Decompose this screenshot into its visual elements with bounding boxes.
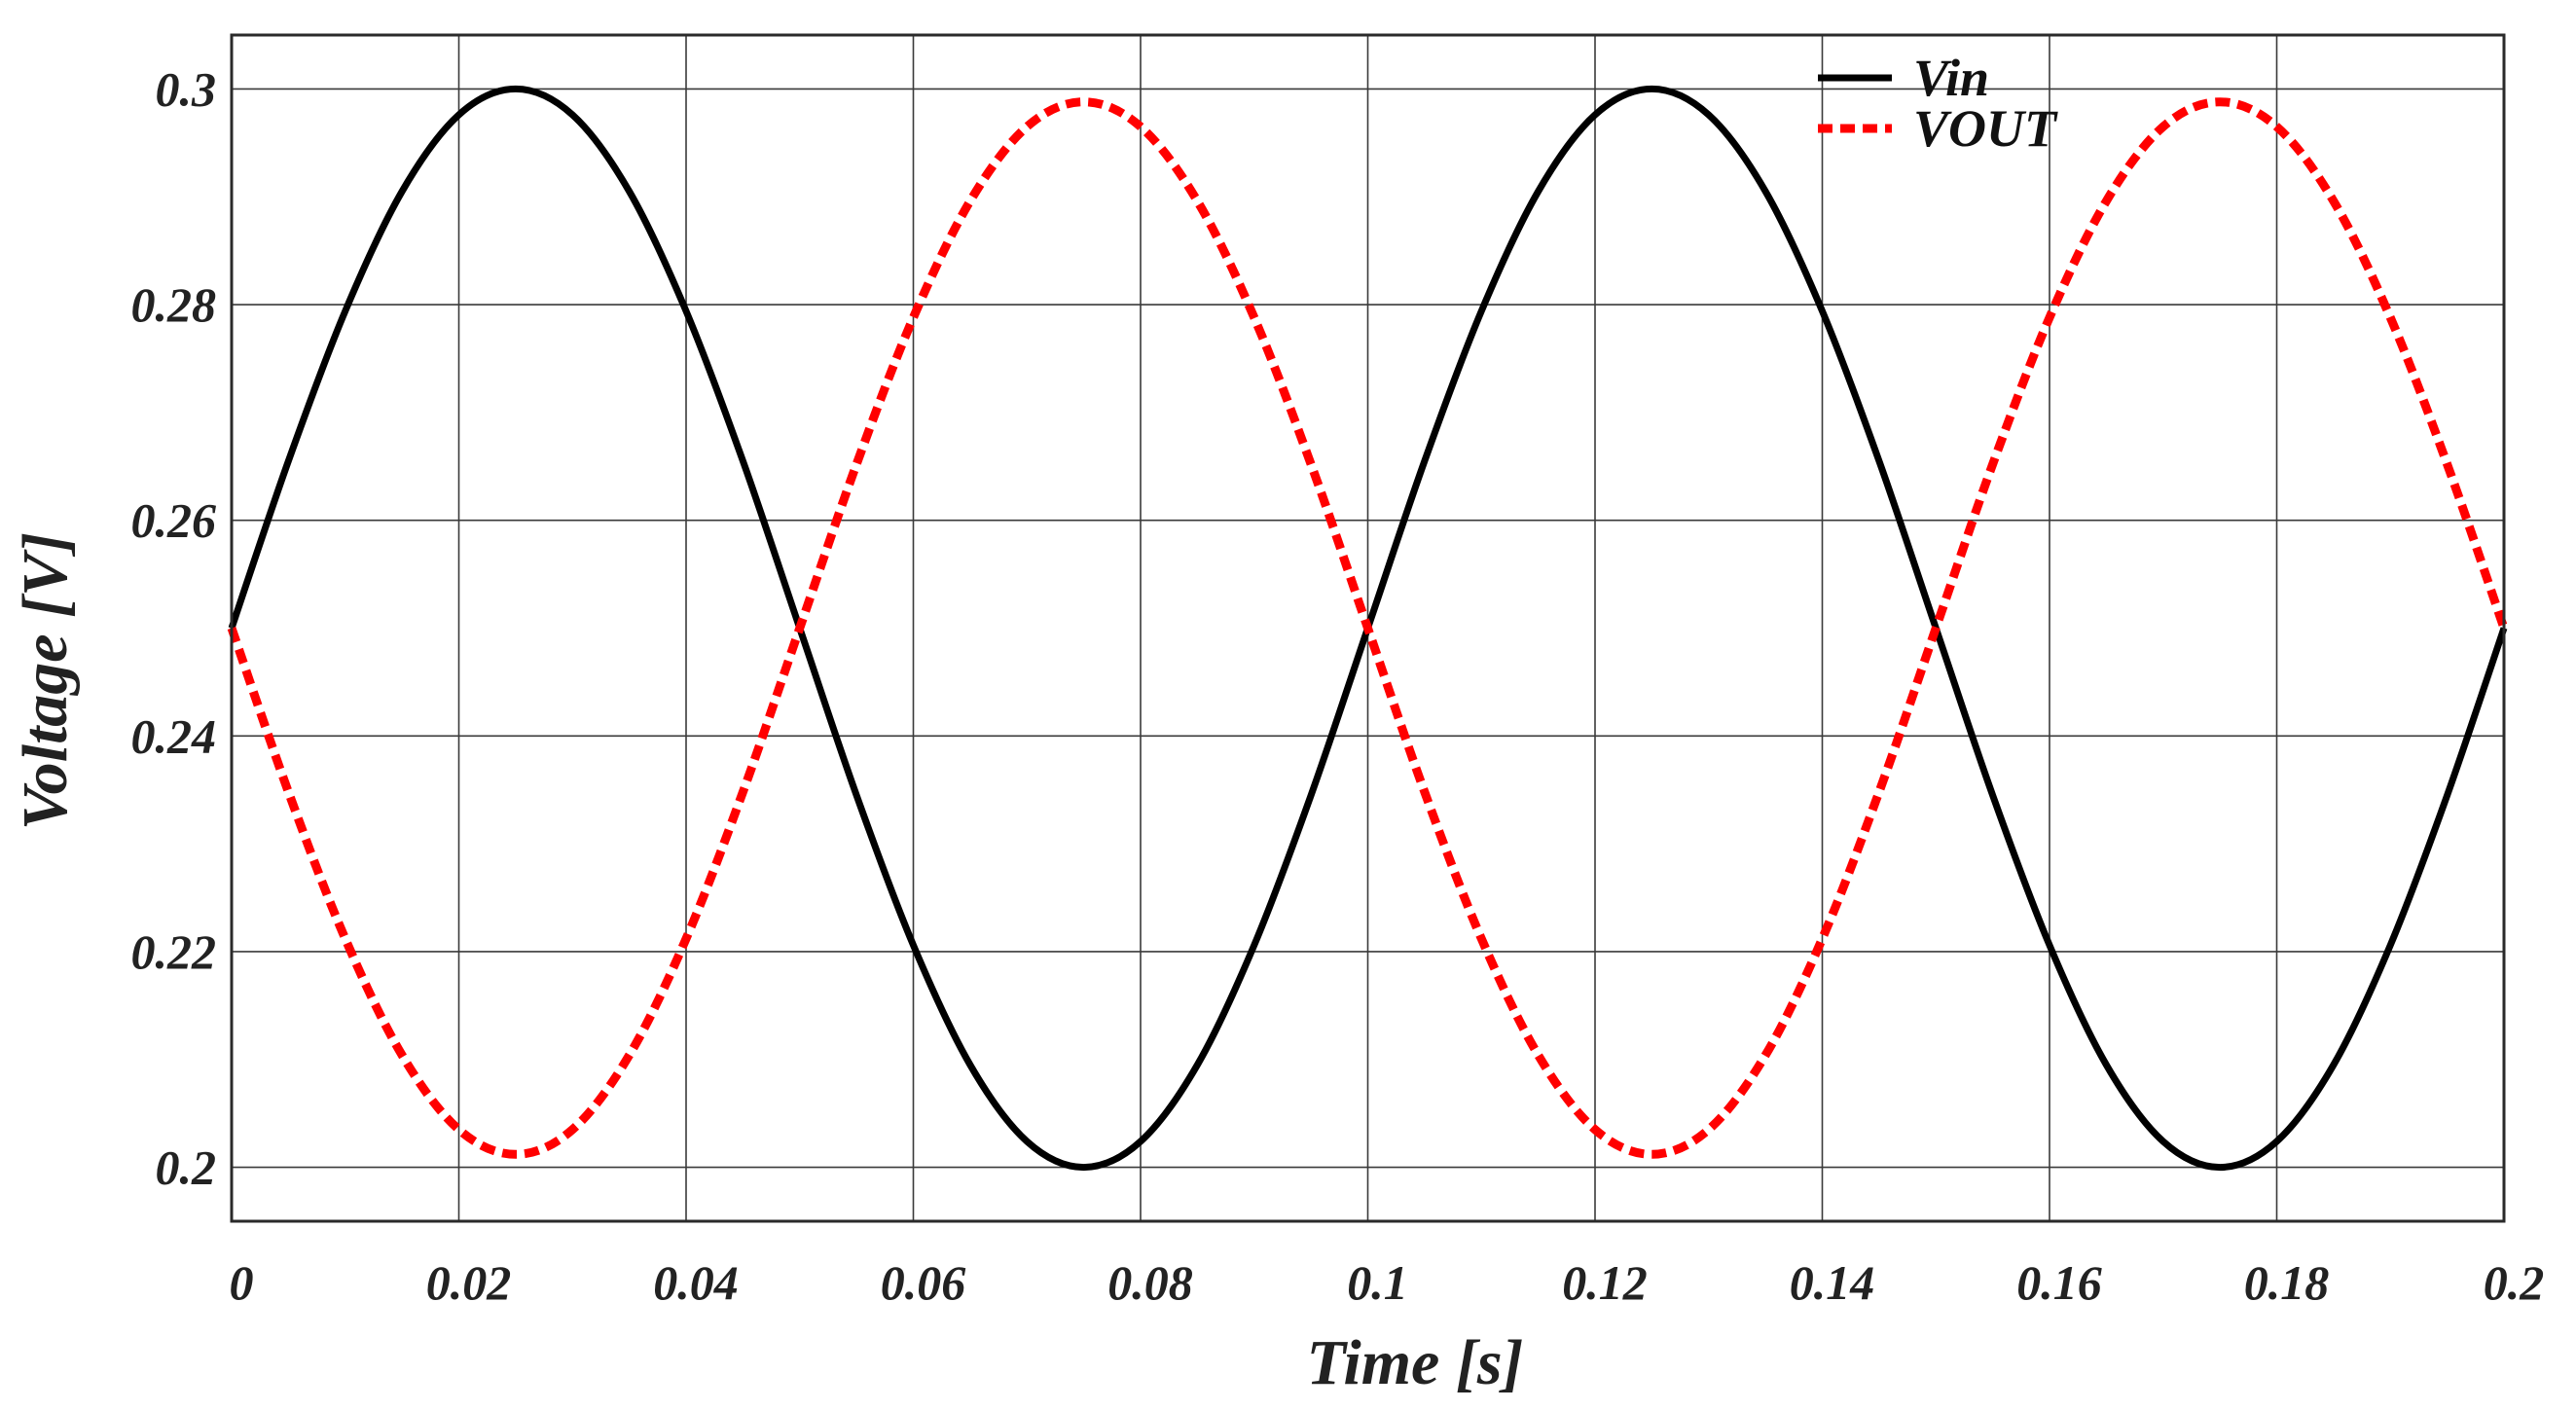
x-tick-label: 0.02 [426,1255,512,1310]
x-tick-label: 0.1 [1347,1255,1408,1310]
series-line-vout [227,97,2509,1159]
x-tick-label: 0.08 [1107,1255,1193,1310]
y-tick-labels: 0.2 0.22 0.24 0.26 0.28 0.3 [131,61,217,1194]
y-tick-label: 0.3 [156,61,217,116]
y-axis-title: Voltage [V] [10,532,81,830]
series-layer [227,85,2509,1172]
y-tick-label: 0.2 [156,1140,217,1195]
y-tick-label: 0.22 [131,924,217,979]
y-tick-label: 0.26 [131,493,217,548]
y-tick-label: 0.28 [131,277,217,332]
x-axis-title: Time [s] [1307,1327,1524,1398]
x-tick-label: 0.06 [881,1255,966,1310]
x-tick-label: 0 [230,1255,254,1310]
legend-label-vin: Vin [1913,49,1989,107]
x-tick-label: 0.14 [1790,1255,1875,1310]
x-tick-labels: 0 0.02 0.04 0.06 0.08 0.1 0.12 0.14 0.16 0.18 0.2 [230,1255,2545,1310]
x-tick-label: 0.04 [653,1255,739,1310]
x-tick-label: 0.18 [2244,1255,2330,1310]
legend-label-vout: VOUT [1913,99,2058,158]
x-tick-label: 0.2 [2484,1255,2545,1310]
x-tick-label: 0.16 [2016,1255,2102,1310]
x-tick-label: 0.12 [1562,1255,1648,1310]
plot-frame [230,33,2506,1223]
y-tick-label: 0.24 [131,708,217,763]
